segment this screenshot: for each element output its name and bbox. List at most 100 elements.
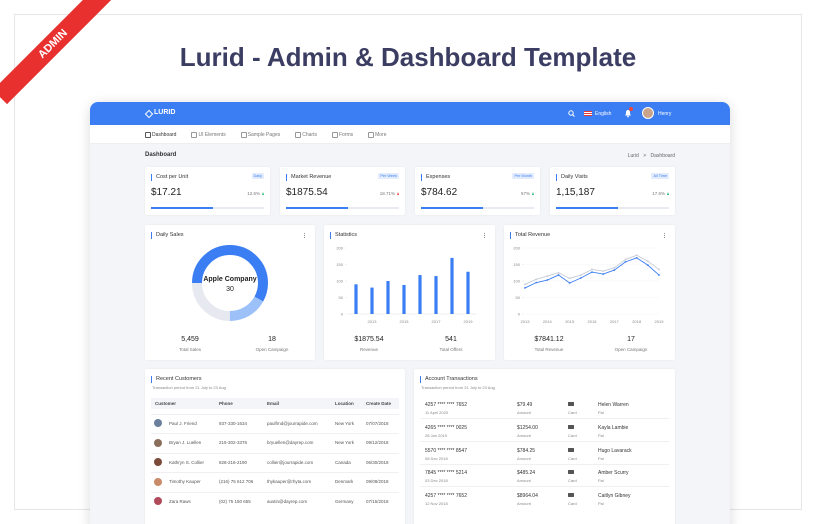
customer-avatar <box>154 438 162 447</box>
amount-label: Amount <box>517 455 531 461</box>
nav-item[interactable]: Charts <box>302 131 317 138</box>
column-header: Phone <box>219 401 233 406</box>
nav-item[interactable]: Forms <box>338 131 354 138</box>
table-cell: (216) 75 612 706 <box>219 479 254 484</box>
line-point <box>524 287 526 289</box>
y-tick-label: 0 <box>341 312 344 317</box>
row-divider <box>420 418 669 419</box>
amount-label: Amount <box>517 410 531 415</box>
stat-change: 18.71% <box>379 191 395 196</box>
search-icon[interactable] <box>568 110 575 117</box>
line-point <box>635 257 638 259</box>
row-divider <box>151 491 399 492</box>
line-point <box>557 274 560 276</box>
column-header: Email <box>267 401 280 406</box>
menu-icon[interactable] <box>663 233 665 235</box>
stat-card: Cost per Unit Daily $17.21 12.5% <box>145 167 270 215</box>
summary-label: Total Sales <box>178 347 201 352</box>
y-tick-label: 150 <box>513 262 520 267</box>
line-point <box>535 278 538 281</box>
line-point <box>613 269 616 272</box>
y-tick-label: 150 <box>336 262 343 267</box>
bell-icon[interactable] <box>624 109 632 118</box>
y-tick-label: 50 <box>516 295 521 300</box>
stat-value: 1,15,187 <box>556 187 595 198</box>
x-tick-label: 2015 <box>400 319 410 324</box>
column-header: Customer <box>155 401 177 406</box>
card-number: 4257 **** **** 7652 <box>425 402 467 408</box>
stat-change: 57% <box>520 191 530 196</box>
card-icon <box>568 402 574 406</box>
card-title: Expenses <box>421 174 450 181</box>
menu-icon[interactable] <box>303 233 305 235</box>
txn-date: 03 Dec 2018 <box>425 478 448 484</box>
stat-change: 12.5% <box>247 191 260 196</box>
x-tick-label: 2013 <box>368 319 378 324</box>
nav-bar: Dashboard UI Elements Sample Pages Charts Fo… <box>90 125 730 144</box>
nav-item[interactable]: UI Elements <box>198 131 226 138</box>
line-point <box>624 258 627 261</box>
customers-card: Recent Customers Transaction period from … <box>145 369 405 524</box>
revenue-card: Total Revenue 0 50 100 150 200 2013 2014 2015 201… <box>504 225 675 360</box>
table-cell: Paul J. Friend <box>169 420 197 426</box>
summary-label: Revenue <box>359 347 378 352</box>
table-cell: New York <box>335 420 355 426</box>
card-icon <box>568 470 574 475</box>
menu-icon[interactable] <box>483 233 485 235</box>
txn-name: Kayla Lambie <box>598 424 629 431</box>
row-divider <box>420 486 669 487</box>
avatar[interactable] <box>642 107 654 119</box>
customer-avatar <box>154 419 162 427</box>
summary-value: $7841.12 <box>534 336 564 343</box>
donut-label: Apple Company <box>203 276 256 283</box>
txn-amount: $79.49 <box>517 402 533 408</box>
card-number: 5570 **** **** 8547 <box>425 447 467 454</box>
nav-item[interactable]: Dashboard <box>152 131 177 138</box>
row-divider <box>420 463 669 465</box>
card-title: Daily Sales <box>151 232 184 239</box>
x-tick-label: 2013 <box>521 319 531 324</box>
summary-value: 5,459 <box>181 336 199 343</box>
line-point <box>524 283 526 286</box>
breadcrumb-current: Dashboard <box>650 153 675 159</box>
card-title: Account Transactions <box>420 376 478 383</box>
y-tick-label: 100 <box>513 279 520 284</box>
user-name[interactable]: Henry <box>658 110 672 117</box>
bar-chart: 0 50 100 150 200 2013 2015 2017 2019 <box>336 246 476 324</box>
card-number: 7845 **** **** 5214 <box>425 470 467 477</box>
language[interactable]: English <box>595 110 612 117</box>
stat-change: 17.6% <box>652 191 665 196</box>
table-cell: paulfrnd@jourrapide.com <box>267 420 318 426</box>
txn-name: Caitlyn Gibney <box>598 493 631 500</box>
stat-card: Daily Visits All Time 1,15,187 17.6% <box>550 167 675 215</box>
logo: LURID <box>154 109 176 116</box>
summary-label: Open Campaign <box>255 347 289 352</box>
table-cell: Denmark <box>335 479 354 484</box>
txn-type: Card <box>568 410 577 415</box>
nav-item[interactable]: More <box>375 131 387 138</box>
column-header: Create Date <box>366 401 392 406</box>
stat-value: $1875.54 <box>286 187 328 198</box>
txn-date: 28 Jan 2019 <box>425 432 448 438</box>
card-title: Daily Visits <box>556 174 588 181</box>
stat-value: $784.62 <box>421 187 458 198</box>
summary-label: Total Offers <box>439 347 463 352</box>
nav-item[interactable]: Sample Pages <box>247 131 281 138</box>
txn-method: Pal <box>598 455 604 461</box>
summary-value: $1875.54 <box>354 336 384 343</box>
line-point <box>546 279 549 281</box>
table-cell: Zara Raws <box>169 498 191 504</box>
flag <box>584 111 592 116</box>
row-divider <box>151 452 399 453</box>
txn-date: 11 April 2020 <box>425 410 449 415</box>
line-point <box>591 271 593 273</box>
line-point <box>579 274 582 276</box>
dashboard-frame: LURID English Henry Dashboard UI Elements… <box>90 102 730 524</box>
breadcrumb-root[interactable]: Lurid <box>627 153 639 159</box>
line-point <box>568 277 571 280</box>
nav-icon <box>295 132 302 138</box>
change-arrow <box>532 192 534 195</box>
line-point <box>546 275 549 277</box>
bar <box>354 284 358 314</box>
